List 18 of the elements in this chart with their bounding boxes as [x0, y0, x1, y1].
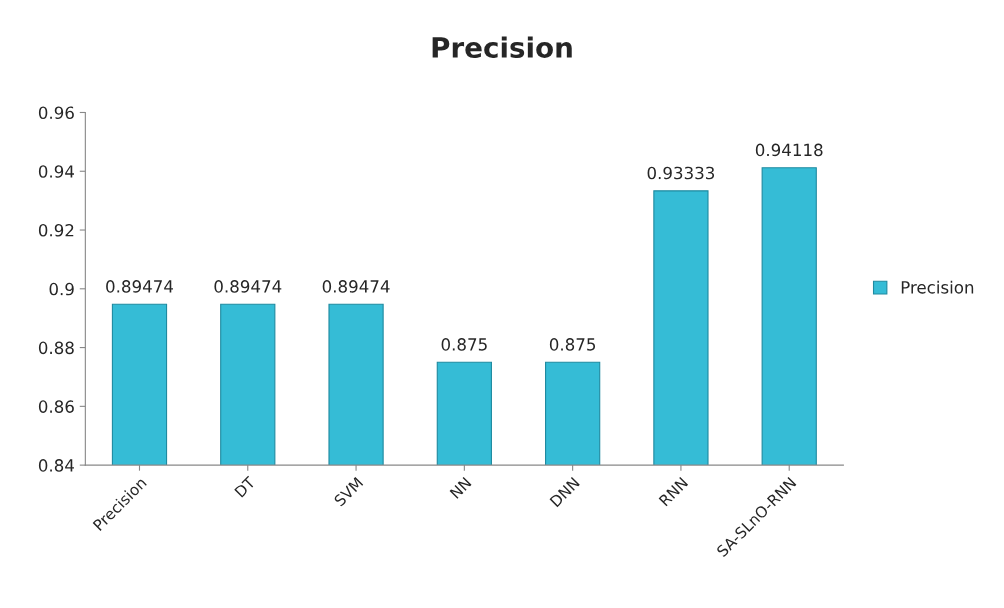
- data-label: 0.89474: [106, 280, 174, 293]
- data-label: 0.89474: [322, 280, 390, 293]
- y-tick-label: 0.96: [38, 106, 74, 120]
- y-tick-label: 0.86: [38, 400, 74, 413]
- legend-label: Precision: [901, 280, 974, 294]
- data-label: 0.89474: [214, 280, 282, 293]
- y-tick-label: 0.94: [38, 165, 74, 178]
- x-tick-label: NN: [449, 476, 472, 499]
- data-label: 0.94118: [755, 143, 823, 157]
- y-tick-label: 0.9: [49, 282, 74, 296]
- y-tick-label: 0.88: [38, 341, 74, 355]
- data-label: 0.93333: [647, 166, 715, 180]
- y-tick-label: 0.92: [38, 223, 74, 237]
- x-tick-label: DT: [234, 475, 257, 498]
- chart-title: Precision: [432, 36, 572, 58]
- data-label: 0.875: [549, 338, 596, 351]
- y-tick-label: 0.84: [38, 459, 74, 472]
- data-label: 0.875: [441, 338, 487, 351]
